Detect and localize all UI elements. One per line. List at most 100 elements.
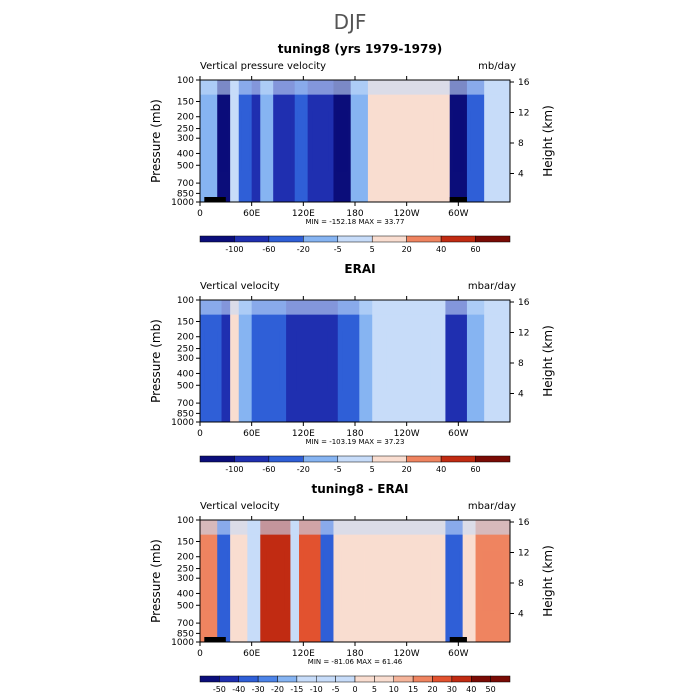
y2-tick-label: 8 bbox=[518, 139, 524, 149]
colorbar-label: 5 bbox=[370, 465, 375, 472]
colorbar-segment bbox=[440, 235, 476, 243]
variable-label: Vertical velocity bbox=[200, 281, 280, 292]
terrain-block bbox=[204, 637, 226, 642]
terrain-block bbox=[449, 637, 467, 642]
x-tick-label: 180 bbox=[346, 649, 363, 659]
y2-tick-label: 4 bbox=[518, 390, 524, 400]
y-tick-label: 300 bbox=[177, 574, 194, 584]
colorbar-segment bbox=[316, 675, 336, 683]
y-tick-label: 850 bbox=[177, 189, 194, 199]
y-tick-label: 500 bbox=[177, 161, 194, 171]
y2-tick-label: 16 bbox=[518, 78, 530, 88]
heatmap-band-core bbox=[489, 330, 505, 392]
heatmap-band-core bbox=[384, 110, 434, 172]
right-axis-title: Height (km) bbox=[541, 105, 555, 176]
colorbar-label: 60 bbox=[470, 465, 480, 472]
colorbar-segment bbox=[277, 675, 298, 683]
colorbar-segment bbox=[432, 675, 453, 683]
y-tick-label: 250 bbox=[177, 125, 194, 135]
y-tick-label: 1000 bbox=[171, 418, 194, 428]
colorbar-label: 60 bbox=[470, 245, 480, 252]
colorbar-label: 20 bbox=[402, 245, 412, 252]
left-axis-title: Pressure (mb) bbox=[150, 319, 163, 403]
min-max-label: MIN = -81.06 MAX = 61.46 bbox=[308, 658, 403, 666]
heatmap-band-core bbox=[303, 550, 317, 612]
x-tick-label: 60E bbox=[243, 429, 260, 439]
colorbar-label: -20 bbox=[297, 245, 310, 252]
colorbar-label: 40 bbox=[466, 685, 476, 692]
heatmap-band-core bbox=[249, 550, 258, 612]
heatmap-band-core bbox=[323, 550, 331, 612]
heatmap-band-core bbox=[266, 550, 285, 612]
heatmap-band-core bbox=[241, 110, 250, 172]
y2-tick-label: 16 bbox=[518, 518, 530, 528]
heatmap-band-core bbox=[386, 550, 431, 612]
y-tick-label: 850 bbox=[177, 629, 194, 639]
y-tick-label: 100 bbox=[177, 516, 194, 526]
colorbar-label: 40 bbox=[436, 245, 446, 252]
y-tick-label: 700 bbox=[177, 619, 194, 629]
panel-erai: ERAI Vertical velocity mbar/day 100 150 200 25… bbox=[150, 262, 570, 472]
heatmap-band-core bbox=[277, 110, 291, 172]
colorbar-segment bbox=[337, 235, 373, 243]
colorbar-label: 15 bbox=[408, 685, 418, 692]
upper-layer bbox=[200, 520, 510, 535]
colorbar-segment bbox=[354, 675, 375, 683]
heatmap-band-core bbox=[470, 330, 481, 392]
colorbar-segment bbox=[393, 675, 414, 683]
y-tick-label: 300 bbox=[177, 354, 194, 364]
colorbar-segment bbox=[440, 455, 476, 463]
heatmap-band-core bbox=[219, 550, 228, 612]
colorbar-segment bbox=[412, 675, 433, 683]
x-tick-label: 60W bbox=[448, 209, 468, 219]
y-tick-label: 1000 bbox=[171, 638, 194, 648]
heatmap-band-core bbox=[296, 330, 328, 392]
variable-label: Vertical pressure velocity bbox=[200, 61, 327, 72]
colorbar-label: -10 bbox=[310, 685, 323, 692]
x-tick-label: 120E bbox=[292, 429, 315, 439]
x-tick-label: 0 bbox=[197, 649, 203, 659]
heatmap-band-core bbox=[489, 110, 505, 172]
y2-tick-label: 12 bbox=[518, 109, 529, 119]
heatmap-band-core bbox=[231, 110, 238, 172]
colorbar-segment bbox=[199, 235, 235, 243]
x-tick-label: 60W bbox=[448, 649, 468, 659]
colorbar-label: 0 bbox=[352, 685, 357, 692]
y-tick-label: 150 bbox=[177, 317, 194, 327]
heatmap-band-core bbox=[262, 110, 271, 172]
colorbar-label: 5 bbox=[370, 245, 375, 252]
x-tick-label: 60E bbox=[243, 209, 260, 219]
left-axis-title: Pressure (mb) bbox=[150, 99, 163, 183]
heatmap-band-core bbox=[470, 110, 481, 172]
y-tick-label: 700 bbox=[177, 179, 194, 189]
y-tick-label: 1000 bbox=[171, 198, 194, 208]
heatmap-band-core bbox=[203, 110, 214, 172]
colorbar-segment bbox=[199, 675, 220, 683]
y2-tick-label: 8 bbox=[518, 359, 524, 369]
colorbar-label: 50 bbox=[486, 685, 496, 692]
x-tick-label: 120W bbox=[394, 209, 420, 219]
colorbar-label: 10 bbox=[389, 685, 399, 692]
y-tick-label: 300 bbox=[177, 134, 194, 144]
y-tick-label: 100 bbox=[177, 296, 194, 306]
colorbar-label: -5 bbox=[334, 465, 342, 472]
colorbar-label: 20 bbox=[427, 685, 437, 692]
min-max-label: MIN = -103.19 MAX = 37.23 bbox=[306, 438, 405, 446]
x-tick-label: 180 bbox=[346, 209, 363, 219]
colorbar-segment bbox=[451, 675, 472, 683]
colorbar-segment bbox=[268, 235, 304, 243]
colorbar-label: -20 bbox=[271, 685, 284, 692]
y-tick-label: 150 bbox=[177, 97, 194, 107]
left-axis-title: Pressure (mb) bbox=[150, 539, 163, 623]
x-tick-label: 0 bbox=[197, 209, 203, 219]
heatmap-band-core bbox=[342, 330, 355, 392]
colorbar-segment bbox=[238, 675, 259, 683]
panel-tuning8: tuning8 (yrs 1979-1979) Vertical pressure… bbox=[150, 42, 570, 252]
heatmap-band-core bbox=[219, 110, 228, 172]
colorbar-label: 5 bbox=[372, 685, 377, 692]
colorbar-label: -30 bbox=[252, 685, 265, 692]
heatmap-band-core bbox=[203, 550, 214, 612]
y-tick-label: 250 bbox=[177, 565, 194, 575]
